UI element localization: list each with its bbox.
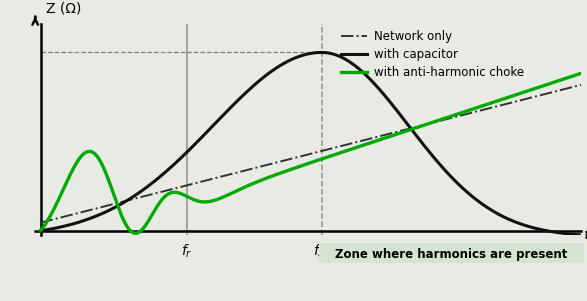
Text: $f_{ar}$: $f_{ar}$ bbox=[313, 243, 330, 260]
Text: Z (Ω): Z (Ω) bbox=[46, 2, 82, 16]
Legend: Network only, with capacitor, with anti-harmonic choke: Network only, with capacitor, with anti-… bbox=[336, 26, 528, 84]
Text: $f_r$: $f_r$ bbox=[181, 243, 193, 260]
FancyBboxPatch shape bbox=[319, 243, 584, 263]
Text: Zone where harmonics are present: Zone where harmonics are present bbox=[335, 247, 568, 261]
